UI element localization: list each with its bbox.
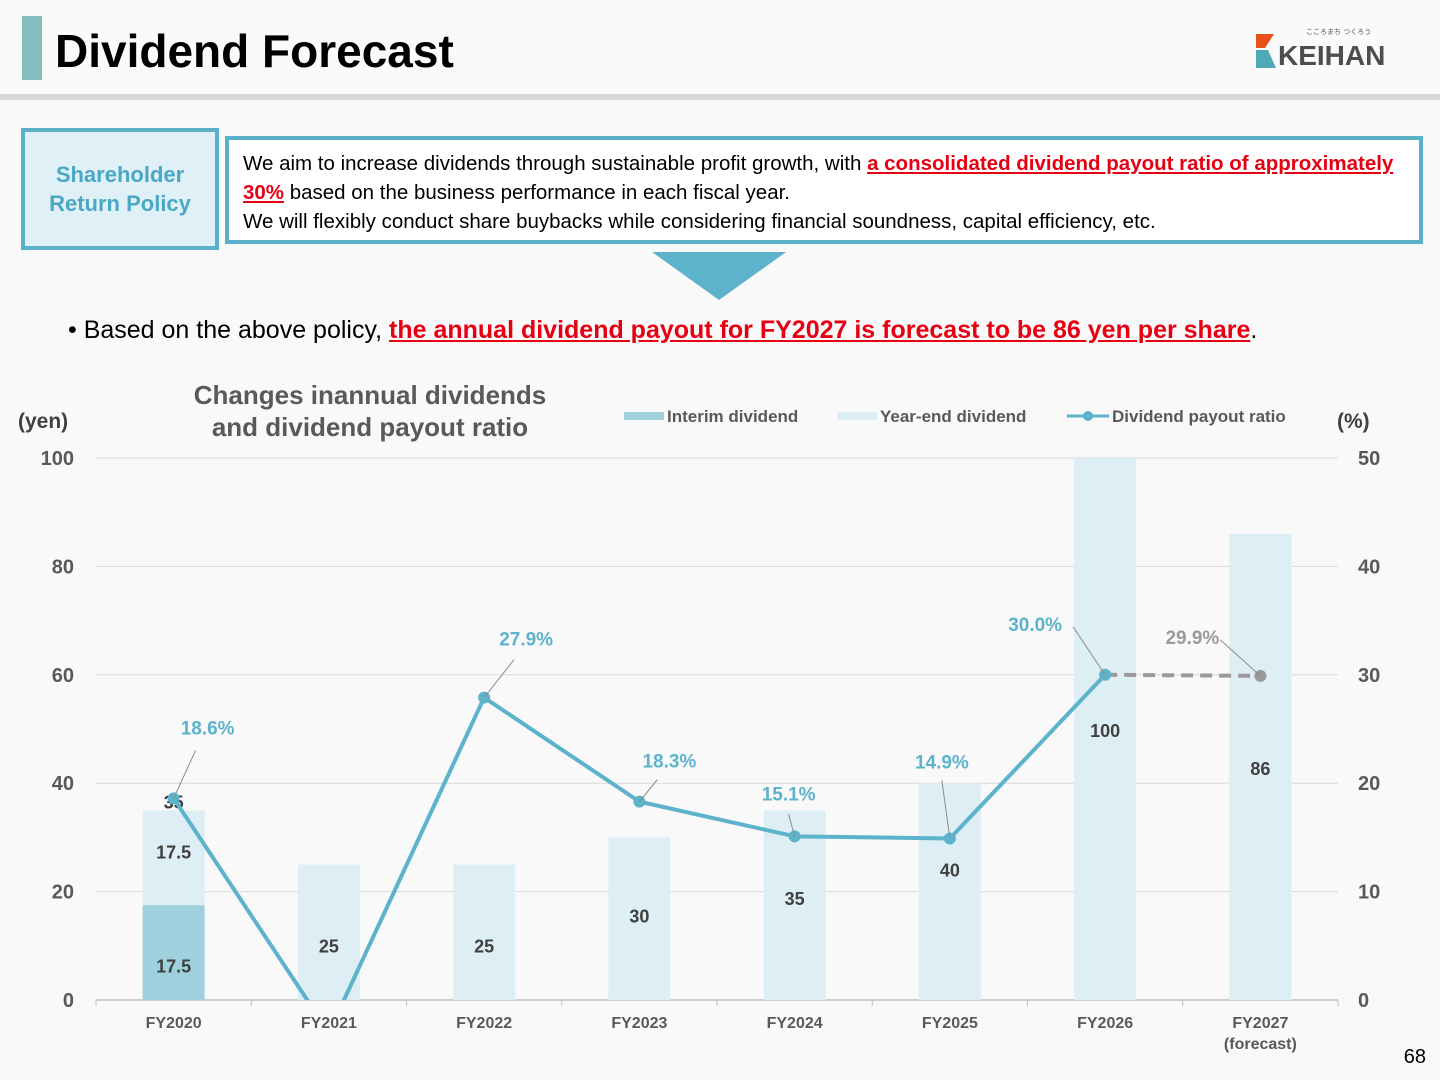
y-right-tick-label: 40 xyxy=(1358,556,1380,578)
legend-swatch xyxy=(837,412,877,420)
year-end-bar-label: 25 xyxy=(474,936,494,956)
year-end-bar xyxy=(297,864,360,1000)
payout-label-leader xyxy=(1072,626,1106,676)
legend-label: Year-end dividend xyxy=(880,407,1026,426)
payout-ratio-label: 14.9% xyxy=(915,752,969,773)
payout-ratio-label: 15.1% xyxy=(762,784,816,805)
y-left-tick-label: 60 xyxy=(52,665,74,687)
legend-label: Dividend payout ratio xyxy=(1112,407,1286,426)
keihan-logo: KEIHAN こころまち つくろう xyxy=(1256,28,1385,71)
policy-line1-suffix: based on the business performance in eac… xyxy=(284,181,790,204)
x-category-label: FY2022 xyxy=(456,1015,512,1032)
y-right-tick-label: 30 xyxy=(1358,665,1380,687)
payout-label-leader xyxy=(483,659,515,698)
y-right-tick-label: 10 xyxy=(1358,882,1380,904)
bullet-prefix: • Based on the above policy, xyxy=(68,316,389,344)
down-arrow-icon xyxy=(652,252,786,300)
year-end-bar-label: 30 xyxy=(629,907,649,927)
x-category-label: FY2024 xyxy=(767,1015,823,1032)
year-end-bar-label: 40 xyxy=(940,861,960,881)
payout-ratio-label: 18.6% xyxy=(181,718,235,739)
x-category-label: FY2020 xyxy=(146,1015,202,1032)
header: Dividend Forecast KEIHAN こころまち つくろう xyxy=(0,0,1440,96)
forecast-bullet: • Based on the above policy, the annual … xyxy=(68,316,1257,345)
payout-ratio-forecast-line xyxy=(1105,672,1261,678)
logo-tagline: こころまち つくろう xyxy=(1306,28,1371,36)
logo-text: KEIHAN xyxy=(1278,40,1385,71)
year-end-bar-label: 17.5 xyxy=(156,843,191,863)
y-right-axis-title: (%) xyxy=(1337,410,1370,433)
year-end-bar xyxy=(1074,458,1137,1000)
x-category-label: FY2025 xyxy=(922,1015,978,1032)
y-left-tick-label: 80 xyxy=(52,556,74,578)
payout-label-leader xyxy=(173,750,197,799)
x-category-label: FY2021 xyxy=(301,1015,357,1032)
page-title: Dividend Forecast xyxy=(55,25,454,77)
page-number: 68 xyxy=(1403,1046,1426,1068)
year-end-bar xyxy=(453,864,516,1000)
title-accent-bar xyxy=(22,16,42,80)
y-left-tick-label: 40 xyxy=(52,773,74,795)
year-end-bar-label: 35 xyxy=(785,889,805,909)
policy-highlight: a consolidated dividend payout ratio of … xyxy=(243,152,1394,204)
payout-label-leader xyxy=(1220,639,1261,677)
y-left-tick-label: 100 xyxy=(41,448,74,470)
chart-title: Changes inannual dividends xyxy=(194,380,547,410)
payout-ratio-point xyxy=(788,830,801,843)
bullet-suffix: . xyxy=(1250,316,1258,344)
y-right-tick-label: 50 xyxy=(1358,448,1380,470)
payout-ratio-label: 27.9% xyxy=(499,630,553,651)
interim-bar-label: 17.5 xyxy=(156,957,191,977)
payout-label-leader xyxy=(638,779,658,802)
year-end-bar-label: 25 xyxy=(319,936,339,956)
header-divider xyxy=(0,94,1440,100)
y-left-tick-label: 0 xyxy=(63,990,74,1012)
policy-text: We aim to increase dividends through sus… xyxy=(225,136,1423,244)
y-left-axis-title: (yen) xyxy=(18,410,68,433)
dividend-chart: 0 20 40 60 80 100 0 10 20 30 40 50 (yen) (%) Changes i… xyxy=(18,380,1380,1053)
payout-label-leader xyxy=(941,780,951,839)
year-end-bar xyxy=(1229,533,1292,1000)
year-end-bar-label: 86 xyxy=(1250,759,1270,779)
payout-ratio-label: 29.9% xyxy=(1165,628,1219,649)
y-left-tick-label: 20 xyxy=(52,882,74,904)
x-category-label: FY2023 xyxy=(611,1015,667,1032)
year-end-bar xyxy=(608,837,671,1000)
bullet-highlight: the annual dividend payout for FY2027 is… xyxy=(389,316,1251,344)
x-category-label: (forecast) xyxy=(1224,1036,1297,1053)
policy-line1-prefix: We aim to increase dividends through sus… xyxy=(243,152,868,175)
legend-marker xyxy=(1083,411,1093,421)
payout-ratio-label: 18.3% xyxy=(642,752,696,773)
legend-swatch xyxy=(624,412,664,420)
y-right-tick-label: 20 xyxy=(1358,773,1380,795)
policy-label: Shareholder Return Policy xyxy=(21,128,219,250)
payout-label-leader xyxy=(788,814,796,837)
interim-bar xyxy=(142,905,205,1000)
legend-label: Interim dividend xyxy=(667,407,798,426)
year-end-bar-label: 100 xyxy=(1090,721,1120,741)
policy-line2: We will flexibly conduct share buybacks … xyxy=(243,210,1156,233)
chart-title: and dividend payout ratio xyxy=(212,412,528,442)
payout-ratio-label: 30.0% xyxy=(1008,615,1062,636)
x-category-label: FY2027 xyxy=(1232,1015,1288,1032)
y-right-tick-label: 0 xyxy=(1358,990,1369,1012)
x-category-label: FY2026 xyxy=(1077,1015,1133,1032)
